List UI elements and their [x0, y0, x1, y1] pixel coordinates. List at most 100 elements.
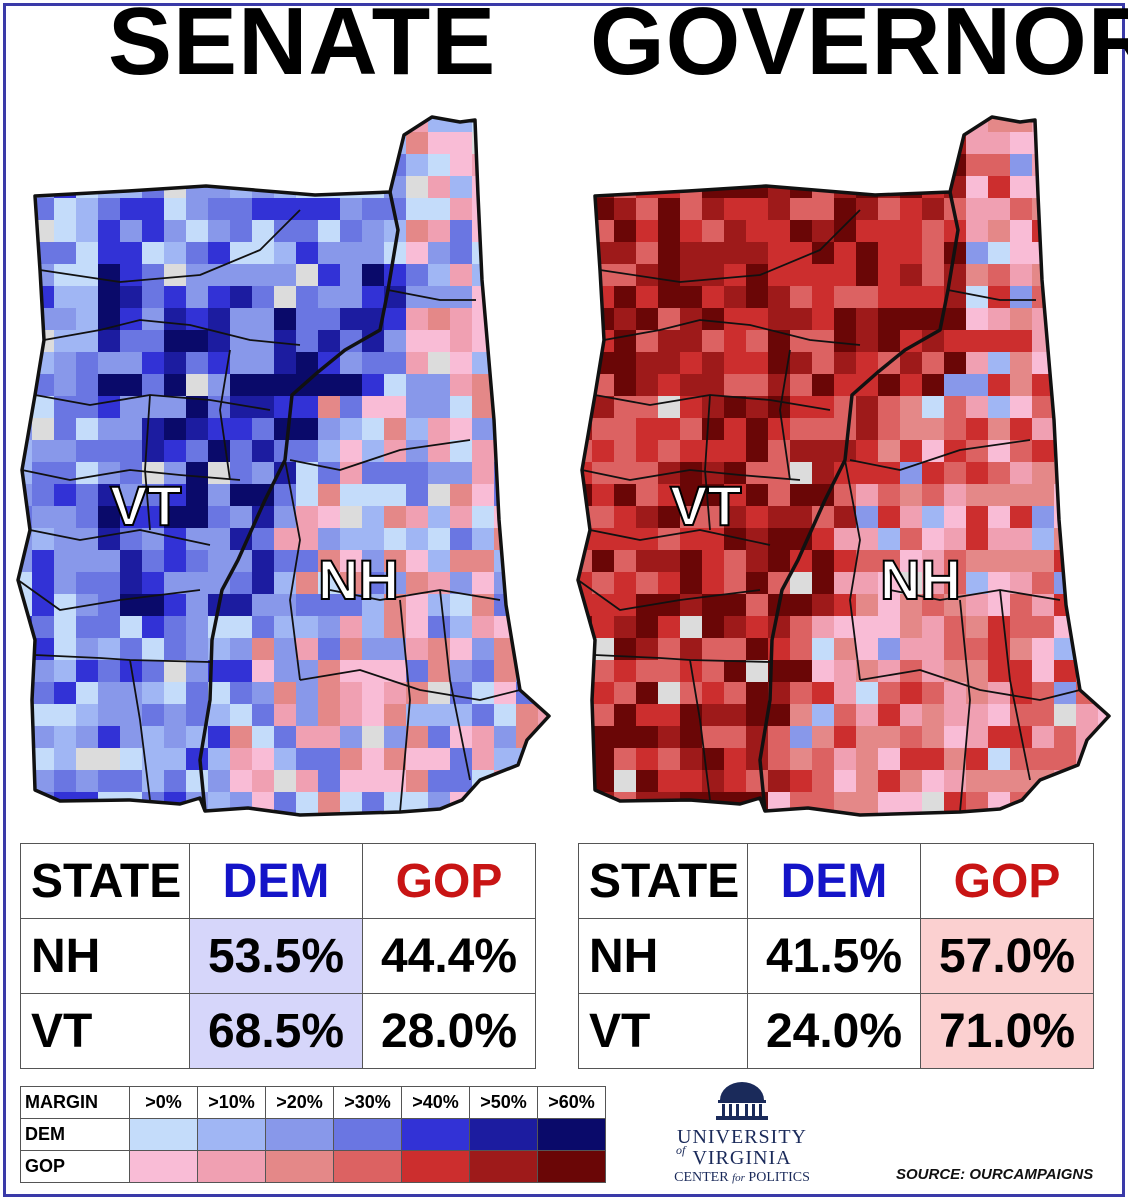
town-cell: [834, 117, 857, 133]
town-cell: [790, 726, 813, 749]
town-cell: [296, 352, 319, 375]
town-cell: [922, 726, 945, 749]
town-cell: [1098, 528, 1109, 551]
town-cell: [274, 506, 297, 529]
town-cell: [878, 440, 901, 463]
town-cell: [98, 418, 121, 441]
town-cell: [900, 242, 923, 265]
legend-margin-header: MARGIN: [20, 1086, 130, 1119]
town-cell: [790, 484, 813, 507]
town-cell: [578, 198, 593, 221]
town-cell: [142, 352, 165, 375]
town-cell: [702, 770, 725, 793]
town-cell: [428, 242, 451, 265]
town-cell: [812, 440, 835, 463]
town-cell: [340, 440, 363, 463]
town-cell: [1032, 242, 1055, 265]
town-cell: [1076, 220, 1099, 243]
town-cell: [384, 462, 407, 485]
town-cell: [472, 682, 495, 705]
town-cell: [98, 154, 121, 177]
town-cell: [1054, 176, 1077, 199]
town-cell: [724, 616, 747, 639]
town-cell: [76, 352, 99, 375]
town-cell: [834, 352, 857, 375]
town-cell: [274, 220, 297, 243]
town-cell: [406, 220, 429, 243]
town-cell: [494, 286, 517, 309]
town-cell: [142, 286, 165, 309]
town-cell: [658, 308, 681, 331]
town-cell: [450, 594, 473, 617]
town-cell: [702, 220, 725, 243]
town-cell: [18, 726, 33, 749]
town-cell: [746, 484, 769, 507]
town-cell: [120, 682, 143, 705]
town-cell: [1010, 154, 1033, 177]
town-cell: [538, 792, 549, 815]
town-cell: [252, 440, 275, 463]
town-cell: [966, 660, 989, 683]
town-cell: [406, 528, 429, 551]
town-cell: [230, 594, 253, 617]
town-cell: [340, 506, 363, 529]
town-cell: [614, 308, 637, 331]
town-cell: [384, 484, 407, 507]
town-cell: [746, 682, 769, 705]
source-note: SOURCE: OURCAMPAIGNS: [896, 1166, 1094, 1183]
town-cell: [746, 704, 769, 727]
town-cell: [790, 462, 813, 485]
town-cell: [790, 418, 813, 441]
town-cell: [362, 528, 385, 551]
senate-county-line: [129, 659, 151, 801]
town-cell: [856, 352, 879, 375]
gop-header: GOP: [362, 843, 536, 919]
town-cell: [98, 682, 121, 705]
town-cell: [428, 616, 451, 639]
town-cell: [54, 682, 77, 705]
town-cell: [966, 352, 989, 375]
town-cell: [450, 352, 473, 375]
town-cell: [252, 374, 275, 397]
town-cell: [340, 286, 363, 309]
town-cell: [472, 726, 495, 749]
town-cell: [538, 374, 549, 397]
town-cell: [274, 770, 297, 793]
town-cell: [1054, 528, 1077, 551]
town-cell: [186, 352, 209, 375]
town-cell: [636, 792, 659, 815]
town-cell: [186, 440, 209, 463]
town-cell: [724, 572, 747, 595]
town-cell: [538, 572, 549, 595]
town-cell: [164, 418, 187, 441]
town-cell: [252, 117, 275, 133]
town-cell: [340, 792, 363, 815]
town-cell: [208, 726, 231, 749]
town-cell: [384, 638, 407, 661]
town-cell: [120, 704, 143, 727]
legend-swatch: [265, 1118, 334, 1151]
town-cell: [724, 352, 747, 375]
dem-share-cell: 41.5%: [747, 918, 921, 994]
town-cell: [1010, 176, 1033, 199]
town-cell: [768, 132, 791, 155]
town-cell: [76, 286, 99, 309]
town-cell: [1076, 176, 1099, 199]
town-cell: [538, 440, 549, 463]
town-cell: [538, 117, 549, 133]
town-cell: [120, 352, 143, 375]
town-cell: [54, 374, 77, 397]
town-cell: [318, 330, 341, 353]
town-cell: [900, 308, 923, 331]
senate-county-line: [439, 589, 471, 781]
town-cell: [1010, 198, 1033, 221]
town-cell: [1076, 572, 1099, 595]
town-cell: [340, 117, 363, 133]
town-cell: [384, 660, 407, 683]
town-cell: [98, 506, 121, 529]
governor-county-line: [589, 529, 771, 546]
town-cell: [658, 814, 681, 815]
town-cell: [450, 374, 473, 397]
town-cell: [878, 748, 901, 771]
governor-county-line: [947, 289, 1036, 301]
